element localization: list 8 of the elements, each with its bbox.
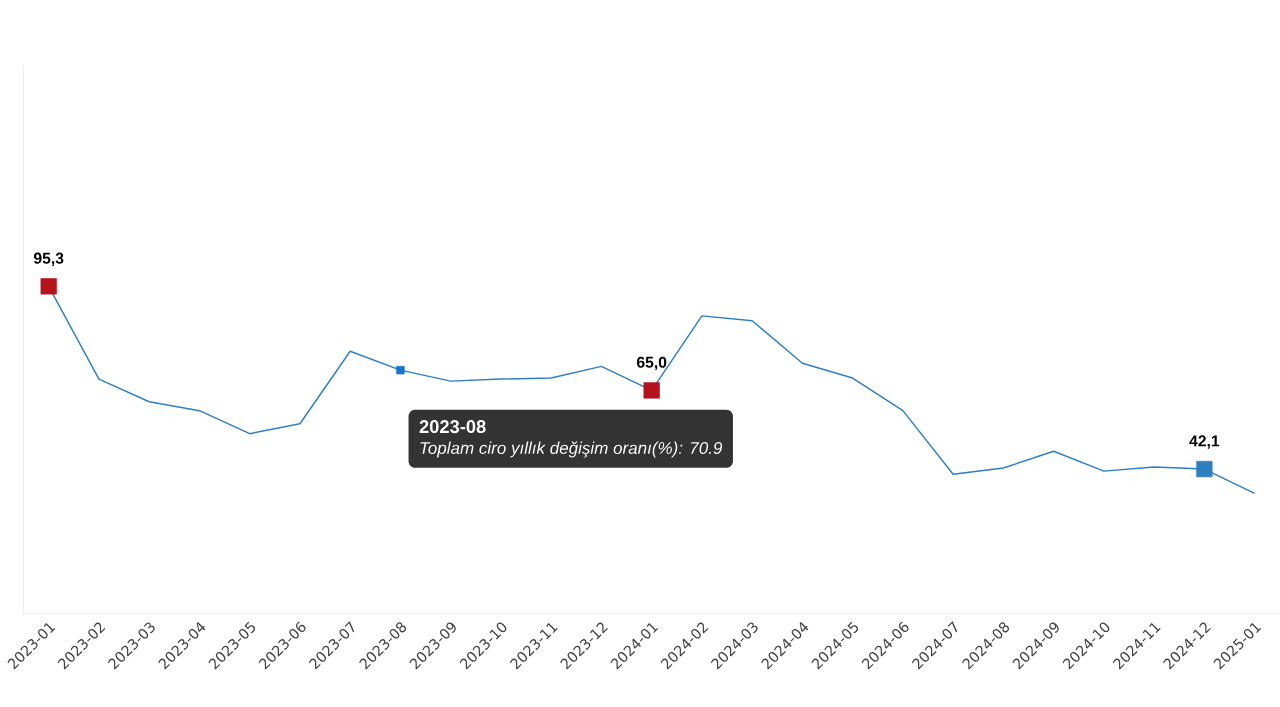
data-label: 42,1 (1189, 435, 1220, 449)
point (643, 382, 660, 399)
annotation: 2023-08 (419, 420, 486, 434)
data-label: 95,3 (33, 252, 64, 267)
point (1196, 461, 1213, 478)
annotation: Toplam ciro yıllık değişim oranı(%): 70.9 (420, 441, 723, 458)
point (40, 278, 57, 295)
data-label: 65,0 (636, 356, 667, 371)
